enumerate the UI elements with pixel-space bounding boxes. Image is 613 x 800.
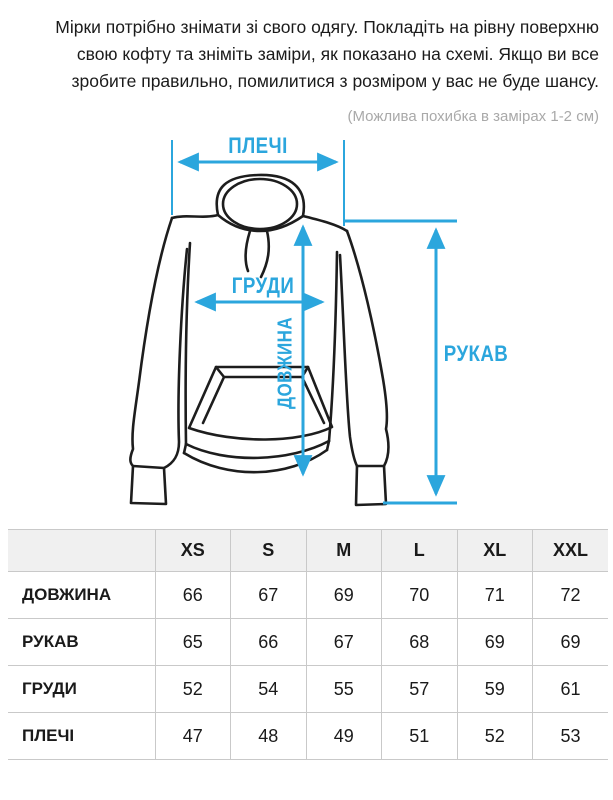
size-value: 53 xyxy=(532,712,608,760)
size-value: 49 xyxy=(305,712,382,760)
sleeve-right-inner xyxy=(338,254,359,468)
sleeve-label: РУКАВ xyxy=(443,341,509,367)
row-label-shoulders: ПЛЕЧІ xyxy=(22,726,75,746)
size-value: 55 xyxy=(305,665,382,713)
cuff-left xyxy=(129,465,168,506)
size-value: 70 xyxy=(381,571,457,619)
size-table-section: XS S M L XL XXL ДОВЖИНА 66 67 69 70 71 7… xyxy=(8,529,608,761)
size-value: 71 xyxy=(456,571,533,619)
size-value: 52 xyxy=(154,665,231,713)
size-value: 69 xyxy=(532,618,608,666)
size-diagram: ПЛЕЧІ ГРУДИ ДОВЖИНА РУКАВ xyxy=(0,127,613,529)
size-value: 54 xyxy=(230,665,306,713)
sleeve-measure xyxy=(344,219,457,505)
column-header-xl: XL xyxy=(456,529,533,572)
size-table: XS S M L XL XXL ДОВЖИНА 66 67 69 70 71 7… xyxy=(8,529,608,761)
size-value: 57 xyxy=(381,665,457,713)
size-value: 66 xyxy=(230,618,306,666)
size-value: 59 xyxy=(456,665,533,713)
column-header-l: L xyxy=(381,529,457,572)
table-row-shoulders: ПЛЕЧІ 47 48 49 51 52 53 xyxy=(8,712,608,760)
size-value: 68 xyxy=(381,618,457,666)
size-value: 52 xyxy=(456,712,533,760)
column-header-xs: XS xyxy=(154,529,231,572)
size-value: 67 xyxy=(305,618,382,666)
shoulder-right xyxy=(301,215,349,233)
table-row-length: ДОВЖИНА 66 67 69 70 71 72 xyxy=(8,571,608,619)
drawstring-left xyxy=(244,230,252,273)
hoodie-drawing xyxy=(129,174,390,507)
table-row-sleeve: РУКАВ 65 66 67 68 69 69 xyxy=(8,618,608,666)
size-table-header-row: XS S M L XL XXL xyxy=(8,529,608,572)
shoulders-measure xyxy=(171,140,345,227)
body-left xyxy=(184,242,192,446)
collar-outline xyxy=(215,174,306,218)
hem-edge-left xyxy=(182,443,188,455)
pocket-outline xyxy=(187,366,334,442)
chest-label: ГРУДИ xyxy=(231,273,295,299)
measurement-marks xyxy=(171,140,457,505)
column-header-xxl: XXL xyxy=(532,529,608,572)
size-value: 69 xyxy=(305,571,382,619)
hem-edge-right xyxy=(325,440,331,452)
row-label-sleeve: РУКАВ xyxy=(22,632,79,652)
collar-base xyxy=(216,214,305,233)
size-value: 66 xyxy=(154,571,231,619)
cuff-right xyxy=(354,465,388,507)
column-header-s: S xyxy=(230,529,306,572)
length-label: ДОВЖИНА xyxy=(274,317,297,410)
sleeve-right-outer xyxy=(345,230,390,468)
size-value: 69 xyxy=(456,618,533,666)
corner-cell xyxy=(8,530,155,572)
hoodie-diagram-canvas xyxy=(129,140,457,507)
drawstring-right xyxy=(259,230,271,279)
sleeve-left-inner xyxy=(162,248,189,470)
collar-opening xyxy=(221,178,299,231)
size-value: 72 xyxy=(532,571,608,619)
size-value: 61 xyxy=(532,665,608,713)
hem-seam xyxy=(184,440,331,460)
table-row-chest: ГРУДИ 52 54 55 57 59 61 xyxy=(8,665,608,713)
size-value: 47 xyxy=(154,712,231,760)
size-value: 65 xyxy=(154,618,231,666)
intro-text: Мірки потрібно знімати зі свого одягу. П… xyxy=(55,17,599,92)
hem-bottom xyxy=(182,449,329,474)
size-value: 67 xyxy=(230,571,306,619)
sleeve-left-outer xyxy=(129,217,174,468)
shoulders-label: ПЛЕЧІ xyxy=(228,133,288,159)
shoulder-left xyxy=(170,214,220,220)
pocket-fold-left xyxy=(201,376,226,425)
column-header-m: M xyxy=(305,529,382,572)
body-right xyxy=(327,251,339,443)
size-value: 51 xyxy=(381,712,457,760)
tolerance-note: (Можлива похибка в замірах 1-2 см) xyxy=(347,108,599,126)
row-label-length: ДОВЖИНА xyxy=(22,585,112,605)
size-value: 48 xyxy=(230,712,306,760)
row-label-chest: ГРУДИ xyxy=(22,679,77,699)
